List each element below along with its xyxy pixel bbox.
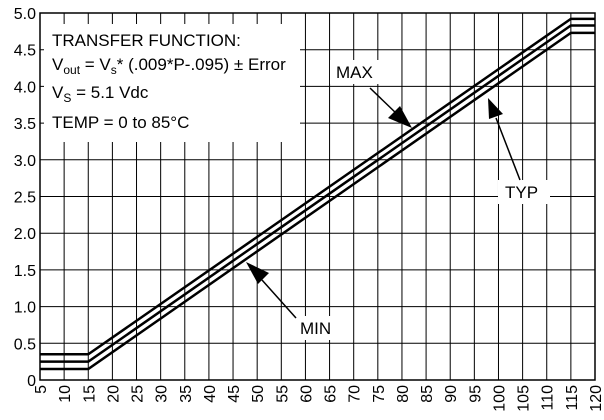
series-line — [40, 31, 595, 371]
arrow-head — [388, 106, 412, 128]
x-tick-label: 55 — [274, 385, 291, 403]
x-tick-label: 20 — [105, 385, 122, 403]
x-tick-label: 110 — [540, 385, 557, 411]
label-background — [498, 180, 550, 204]
annotation-formula: Vout = Vs* (.009*P-.095) ± Error — [52, 55, 286, 77]
supply-subscript: S — [63, 91, 71, 105]
arrow-head — [488, 98, 503, 119]
y-tick-label: 2.0 — [14, 226, 36, 243]
formula-subscript: out — [63, 63, 80, 77]
leader-line — [261, 279, 297, 319]
plot-frame — [39, 12, 596, 381]
x-tick-label: 90 — [443, 385, 460, 403]
formula-part: * (.009*P-.095) ± Error — [117, 55, 286, 74]
series-line — [40, 17, 595, 356]
y-tick-label: 0.5 — [14, 336, 36, 353]
y-tick-label: 4.0 — [14, 79, 36, 96]
annotation-title: TRANSFER FUNCTION: — [52, 31, 241, 50]
y-tick-label: 1.0 — [14, 300, 36, 317]
supply-part: V — [52, 83, 64, 102]
label-background — [294, 316, 346, 340]
series-label: TYP — [505, 183, 538, 202]
series-line — [40, 24, 595, 363]
annotation-supply: VS = 5.1 Vdc — [52, 83, 149, 105]
x-tick-label: 115 — [564, 385, 581, 411]
x-tick-label: 30 — [154, 385, 171, 403]
x-tick-label: 50 — [250, 385, 267, 403]
x-tick-label: 75 — [371, 385, 388, 403]
y-tick-label: 3.5 — [14, 116, 36, 133]
lines — [40, 17, 595, 371]
leader-line — [369, 87, 399, 116]
x-tick-label: 100 — [491, 385, 508, 412]
x-tick-label: 40 — [202, 385, 219, 403]
x-tick-label: 70 — [347, 385, 364, 403]
x-tick-label: 15 — [81, 385, 98, 403]
annotation-temp: TEMP = 0 to 85°C — [52, 113, 189, 132]
formula-part: V — [52, 55, 64, 74]
x-tick-label: 35 — [178, 385, 195, 403]
x-tick-label: 5 — [33, 385, 50, 394]
supply-part: = 5.1 Vdc — [71, 83, 149, 102]
x-tick-label: 25 — [130, 385, 147, 403]
x-tick-label: 105 — [516, 385, 533, 412]
y-tick-label: 4.5 — [14, 43, 36, 60]
x-tick-label: 65 — [323, 385, 340, 403]
label-background — [330, 60, 384, 84]
x-tick-label: 60 — [298, 385, 315, 403]
x-tick-label: 85 — [419, 385, 436, 403]
y-tick-label: 0 — [27, 373, 36, 390]
annotation-background — [44, 24, 300, 142]
y-tick-label: 5.0 — [14, 6, 36, 23]
series-label: MAX — [336, 63, 373, 82]
formula-part: = V — [80, 55, 111, 74]
x-tick-label: 120 — [588, 385, 604, 412]
leader-line — [495, 117, 521, 181]
y-tick-label: 1.5 — [14, 263, 36, 280]
x-tick-label: 95 — [467, 385, 484, 403]
y-tick-label: 3.0 — [14, 153, 36, 170]
y-tick-label: 2.5 — [14, 190, 36, 207]
series-label: MIN — [300, 319, 331, 338]
x-tick-label: 10 — [57, 385, 74, 403]
x-tick-label: 45 — [226, 385, 243, 403]
formula-subscript: s — [111, 63, 117, 77]
x-tick-label: 80 — [395, 385, 412, 403]
arrow-head — [246, 262, 269, 284]
